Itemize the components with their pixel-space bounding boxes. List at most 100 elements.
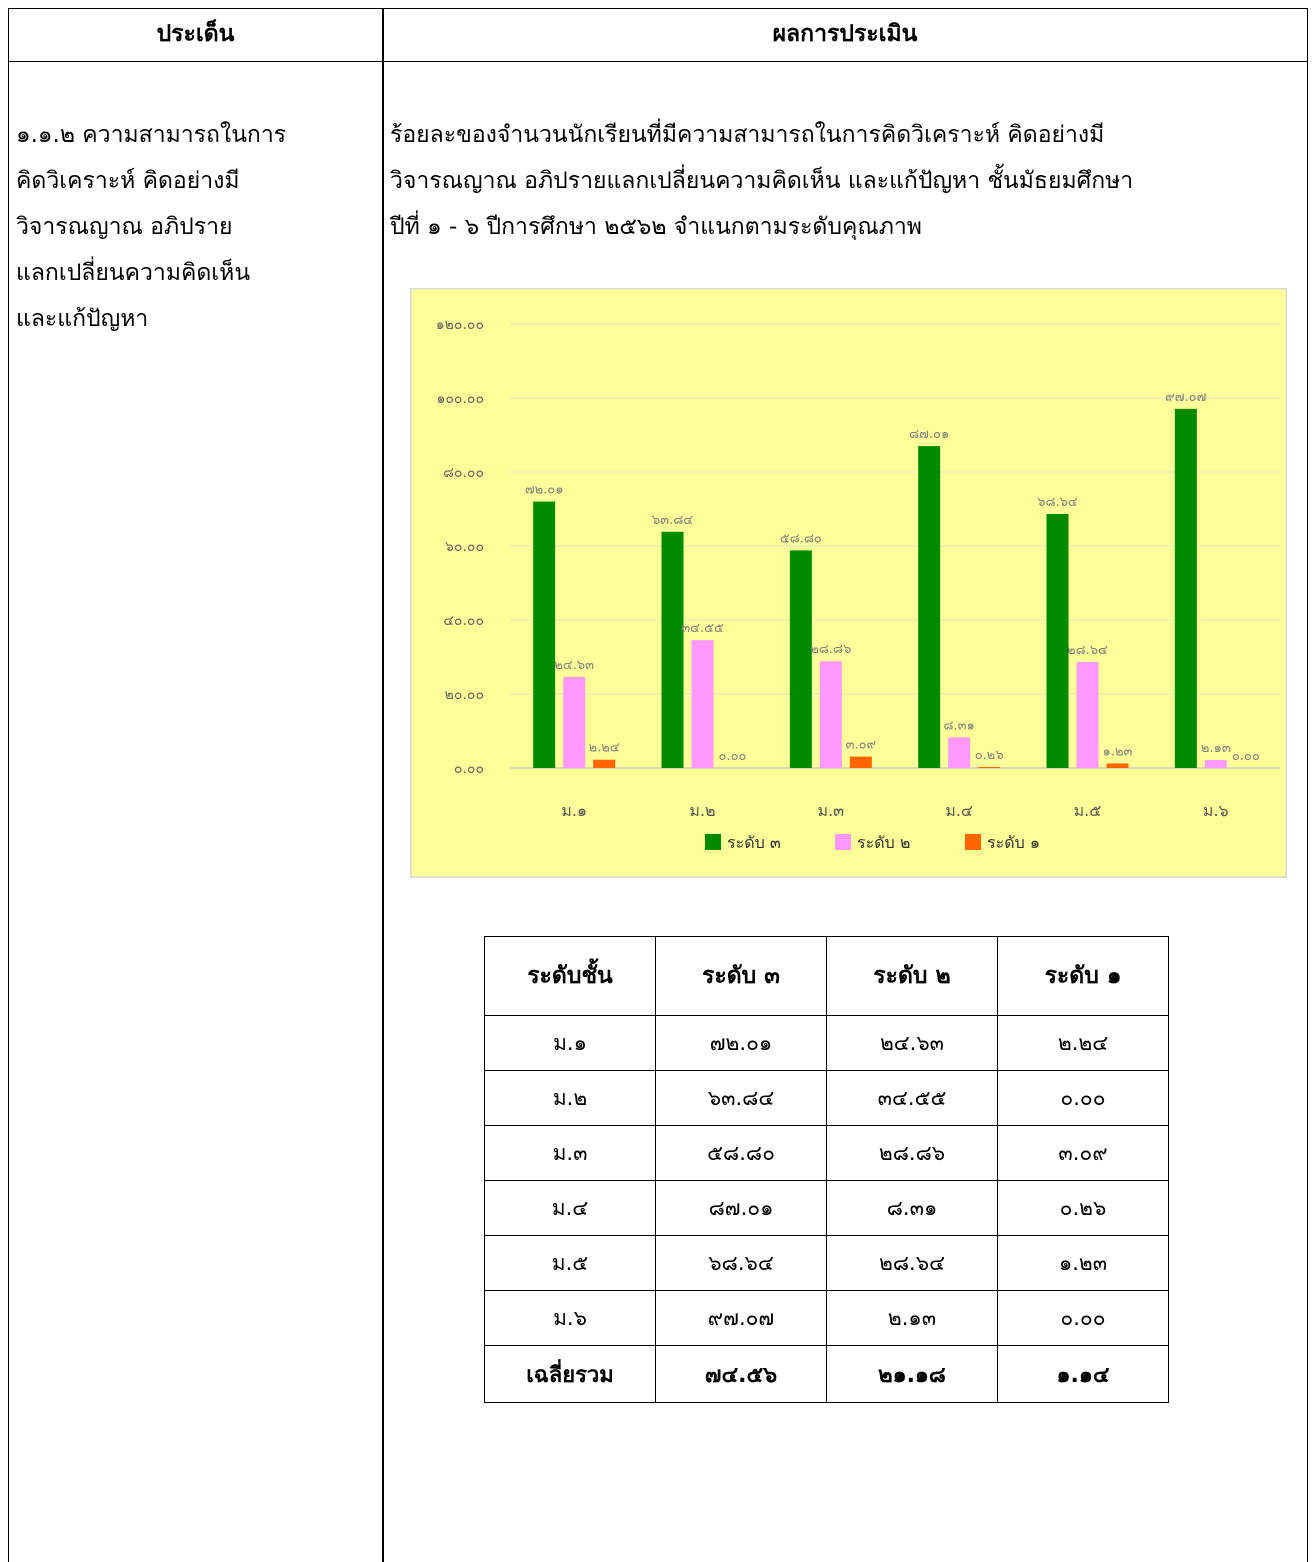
bar — [789, 550, 812, 768]
assessment-table-frame: ประเด็น ผลการประเมิน — [8, 8, 1308, 1562]
bar — [1076, 662, 1099, 768]
cell-level-3: ๕๘.๘๐ — [655, 1125, 827, 1181]
issue-line: และแก้ปัญหา — [16, 306, 149, 332]
cell-total-level-1: ๑.๑๔ — [997, 1345, 1169, 1403]
y-tick-label: ๘๐.๐๐ — [443, 465, 484, 481]
issue-line: คิดวิเคราะห์ คิดอย่างมี — [16, 168, 240, 194]
cell-level-2: ๓๔.๕๕ — [826, 1070, 998, 1126]
y-tick-label: ๐.๐๐ — [454, 761, 484, 777]
cell-level-2: ๒๘.๘๖ — [826, 1125, 998, 1181]
data-label: ๒๔.๖๓ — [554, 658, 594, 673]
cell-level-1: ๐.๐๐ — [997, 1290, 1169, 1346]
cell-level-2: ๒.๑๓ — [826, 1290, 998, 1346]
description-line: ร้อยละของจำนวนนักเรียนที่มีความสามารถในก… — [390, 122, 1105, 148]
header-issue: ประเด็น — [156, 21, 235, 47]
y-tick-label: ๑๐๐.๐๐ — [436, 391, 484, 407]
data-label: ๙๗.๐๗ — [1165, 390, 1206, 405]
table-total-row: เฉลี่ยรวม ๗๔.๕๖ ๒๑.๑๘ ๑.๑๔ — [484, 1345, 1169, 1403]
x-tick-label: ม.๒ — [689, 801, 715, 820]
cell-level-2: ๘.๓๑ — [826, 1180, 998, 1236]
cell-level-1: ๑.๒๓ — [997, 1235, 1169, 1291]
legend-swatch — [835, 834, 851, 850]
table-row: ม.๓ ๕๘.๘๐ ๒๘.๘๖ ๓.๐๙ — [484, 1125, 1169, 1181]
cell-level-3: ๙๗.๐๗ — [655, 1290, 827, 1346]
data-label: ๘.๓๑ — [944, 718, 975, 733]
legend-label: ระดับ ๑ — [987, 833, 1040, 852]
column-divider — [382, 9, 384, 1562]
table-row: ม.๕ ๖๘.๖๔ ๒๘.๖๔ ๑.๒๓ — [484, 1235, 1169, 1291]
data-label: ๒๘.๖๔ — [1067, 643, 1108, 658]
table-row: ม.๖ ๙๗.๐๗ ๒.๑๓ ๐.๐๐ — [484, 1290, 1169, 1346]
th-grade: ระดับชั้น — [484, 936, 656, 1016]
cell-level-2: ๒๔.๖๓ — [826, 1015, 998, 1071]
bar — [533, 501, 556, 768]
cell-total-level-3: ๗๔.๕๖ — [655, 1345, 827, 1403]
cell-level-3: ๖๘.๖๔ — [655, 1235, 827, 1291]
description-line: วิจารณญาณ อภิปรายแลกเปลี่ยนความคิดเห็น แ… — [390, 168, 1134, 194]
bar-chart: ๐.๐๐ ๒๐.๐๐ ๔๐.๐๐ ๖๐.๐๐ ๘๐.๐๐ ๑๐๐.๐๐ ๑๒๐.๐๐๗๒.๐… — [410, 288, 1287, 878]
data-label: ๒.๒๔ — [589, 741, 620, 756]
table-header-row: ระดับชั้น ระดับ ๓ ระดับ ๒ ระดับ ๑ — [484, 936, 1169, 1016]
data-label: ๒๘.๘๖ — [810, 642, 851, 657]
chart-background — [410, 288, 1287, 878]
cell-level-3: ๖๓.๘๔ — [655, 1070, 827, 1126]
bar — [1106, 763, 1129, 768]
data-label: ๓๔.๕๕ — [681, 621, 724, 636]
issue-line: ๑.๑.๒ ความสามารถในการ — [16, 122, 287, 148]
bar — [563, 676, 586, 768]
legend-swatch — [705, 834, 721, 850]
th-level-3: ระดับ ๓ — [655, 936, 827, 1016]
data-label: ๕๘.๘๐ — [780, 531, 822, 546]
x-tick-label: ม.๑ — [561, 801, 587, 820]
cell-total-level-2: ๒๑.๑๘ — [826, 1345, 998, 1403]
data-label: ๓.๐๙ — [846, 738, 876, 753]
x-tick-label: ม.๕ — [1074, 801, 1102, 820]
bar — [1174, 408, 1197, 768]
header-row: ประเด็น ผลการประเมิน — [9, 9, 1307, 62]
y-tick-label: ๒๐.๐๐ — [445, 687, 484, 703]
x-tick-label: ม.๓ — [818, 801, 845, 820]
x-tick-label: ม.๔ — [945, 801, 973, 820]
y-tick-label: ๖๐.๐๐ — [445, 539, 484, 555]
cell-level-1: ๐.๐๐ — [997, 1070, 1169, 1126]
bar — [1204, 760, 1227, 768]
cell-grade: ม.๔ — [484, 1180, 656, 1236]
data-label: ๐.๐๐ — [719, 749, 747, 764]
bar — [918, 446, 941, 768]
header-result: ผลการประเมิน — [772, 21, 918, 47]
cell-level-1: ๓.๐๙ — [997, 1125, 1169, 1181]
legend-label: ระดับ ๒ — [857, 833, 910, 852]
cell-level-2: ๒๘.๖๔ — [826, 1235, 998, 1291]
bar — [691, 640, 714, 768]
bar — [948, 737, 971, 768]
data-label: ๖๘.๖๔ — [1037, 495, 1078, 510]
th-level-1: ระดับ ๑ — [997, 936, 1169, 1016]
cell-grade: ม.๕ — [484, 1235, 656, 1291]
table-row: ม.๑ ๗๒.๐๑ ๒๔.๖๓ ๒.๒๔ — [484, 1015, 1169, 1071]
bar — [661, 531, 684, 768]
description-line: ปีที่ ๑ - ๖ ปีการศึกษา ๒๕๖๒ จำแนกตามระดั… — [390, 214, 922, 240]
bar — [593, 759, 616, 768]
bar — [978, 767, 1001, 768]
result-description: ร้อยละของจำนวนนักเรียนที่มีความสามารถในก… — [390, 112, 1290, 250]
issue-line: วิจารณญาณ อภิปราย — [16, 214, 233, 240]
cell-level-1: ๐.๒๖ — [997, 1180, 1169, 1236]
cell-grade: ม.๒ — [484, 1070, 656, 1126]
table-row: ม.๒ ๖๓.๘๔ ๓๔.๕๕ ๐.๐๐ — [484, 1070, 1169, 1126]
issue-line: แลกเปลี่ยนความคิดเห็น — [16, 260, 251, 286]
issue-text: ๑.๑.๒ ความสามารถในการ คิดวิเคราะห์ คิดอย… — [16, 112, 356, 342]
legend-swatch — [965, 834, 981, 850]
bar — [1046, 514, 1069, 768]
data-label: ๖๓.๘๔ — [652, 513, 693, 528]
cell-level-3: ๗๒.๐๑ — [655, 1015, 827, 1071]
data-label: ๘๗.๐๑ — [909, 427, 949, 442]
results-table: ระดับชั้น ระดับ ๓ ระดับ ๒ ระดับ ๑ ม.๑ ๗๒… — [484, 936, 1169, 1403]
y-tick-label: ๔๐.๐๐ — [443, 613, 484, 629]
bar — [819, 661, 842, 768]
legend-label: ระดับ ๓ — [727, 833, 781, 852]
cell-grade: ม.๓ — [484, 1125, 656, 1181]
cell-level-1: ๒.๒๔ — [997, 1015, 1169, 1071]
th-level-2: ระดับ ๒ — [826, 936, 998, 1016]
data-label: ๐.๐๐ — [1232, 749, 1260, 764]
cell-grade: ม.๖ — [484, 1290, 656, 1346]
